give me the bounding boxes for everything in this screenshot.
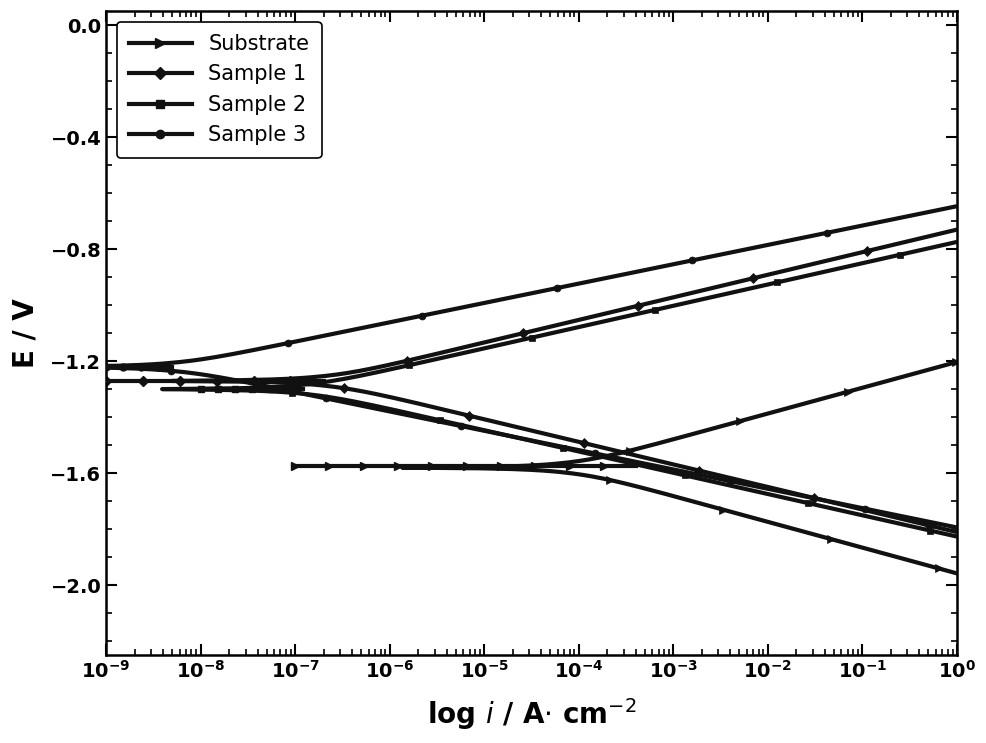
X-axis label: log $\it{i}$ / A$\cdot$ cm$^{-2}$: log $\it{i}$ / A$\cdot$ cm$^{-2}$: [426, 696, 636, 732]
Y-axis label: E / V: E / V: [11, 299, 39, 368]
Legend: Substrate, Sample 1, Sample 2, Sample 3: Substrate, Sample 1, Sample 2, Sample 3: [116, 22, 321, 158]
